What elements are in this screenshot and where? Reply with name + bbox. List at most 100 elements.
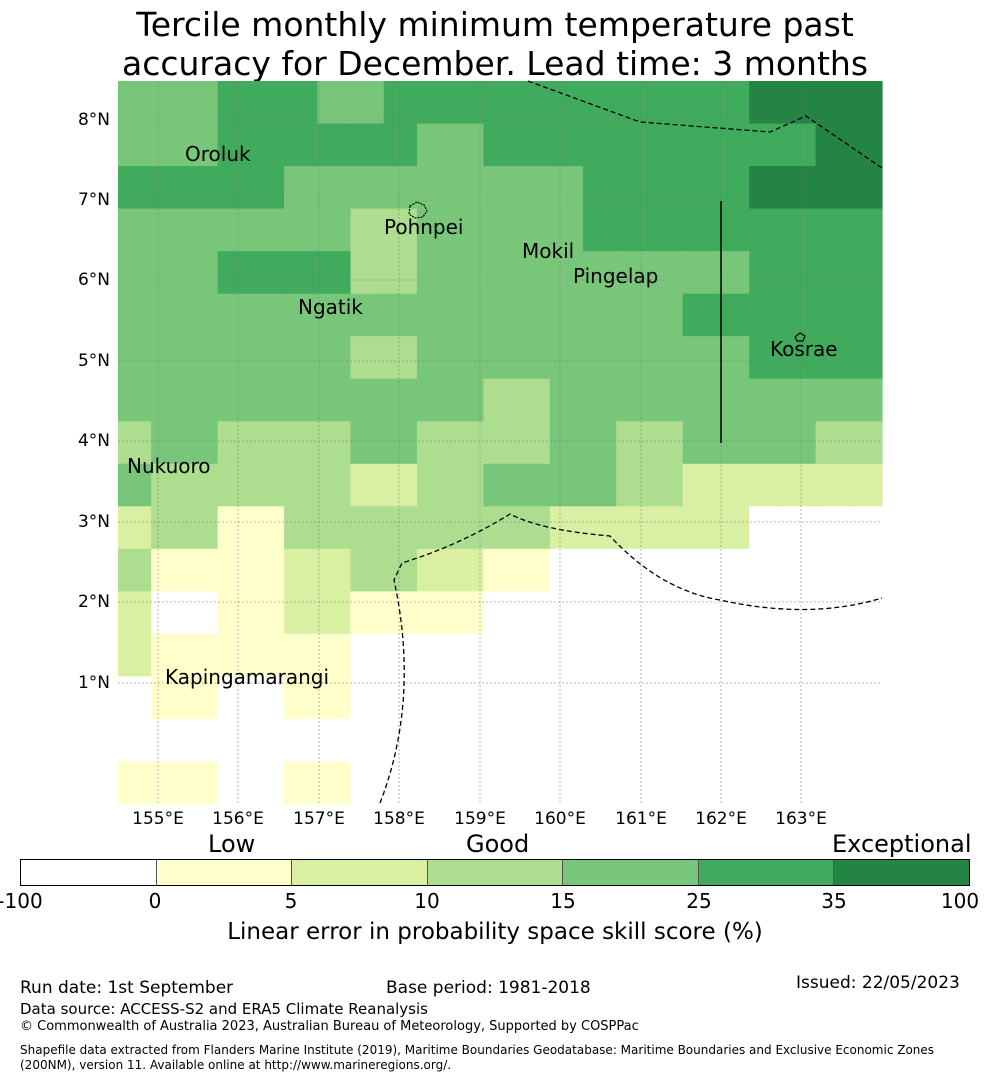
- skill-cell: [118, 166, 152, 210]
- skill-cell: [616, 336, 651, 380]
- skill-cell: [583, 548, 617, 592]
- skill-cell: [450, 293, 484, 337]
- skill-cell: [549, 123, 584, 167]
- skill-cell: [616, 676, 651, 720]
- skill-cell: [450, 718, 484, 763]
- skill-cell: [483, 166, 518, 210]
- skill-cell: [815, 421, 850, 465]
- skill-cell: [682, 166, 717, 210]
- skill-cell: [715, 506, 750, 550]
- skill-cell: [184, 251, 219, 295]
- skill-cell: [649, 761, 684, 805]
- skill-cell: [217, 378, 252, 422]
- skill-cell: [151, 81, 186, 125]
- skill-cell: [583, 166, 617, 210]
- skill-cell: [284, 591, 318, 635]
- skill-cell: [118, 676, 152, 720]
- skill-cell: [815, 123, 850, 167]
- skill-cell: [583, 633, 617, 678]
- skill-cell: [416, 761, 451, 805]
- skill-cell: [118, 463, 152, 507]
- skill-cell: [682, 506, 717, 550]
- lon-label-155e: 155°E: [132, 809, 184, 829]
- skill-cell: [848, 123, 883, 167]
- skill-cell: [682, 208, 717, 252]
- colorbar-category-good: Good: [466, 830, 530, 858]
- skill-cell: [118, 718, 152, 763]
- skill-cell: [284, 633, 318, 678]
- skill-cell: [682, 336, 717, 380]
- skill-cell: [184, 548, 219, 592]
- colorbar-segment: [427, 860, 564, 885]
- skill-cell: [317, 548, 352, 592]
- skill-cell: [848, 463, 883, 507]
- skill-cell: [184, 421, 219, 465]
- place-label-kapingamarangi: Kapingamarangi: [165, 665, 330, 689]
- skill-cell: [749, 761, 783, 805]
- skill-cell: [483, 633, 518, 678]
- colorbar: [20, 859, 970, 886]
- skill-cell: [682, 676, 717, 720]
- skill-cell: [118, 548, 152, 592]
- skill-cell: [516, 166, 551, 210]
- skill-cell: [416, 676, 451, 720]
- skill-cell: [549, 591, 584, 635]
- skill-cell: [682, 421, 717, 465]
- skill-cell: [682, 718, 717, 763]
- skill-cell: [782, 761, 817, 805]
- eez-boundary-south: [379, 513, 883, 804]
- skill-cell: [749, 506, 783, 550]
- skill-cell: [848, 81, 883, 125]
- skill-cell: [616, 718, 651, 763]
- skill-cell: [350, 506, 385, 550]
- skill-cell: [383, 421, 418, 465]
- skill-cell: [848, 633, 883, 678]
- skill-cell: [516, 718, 551, 763]
- skill-cell: [583, 718, 617, 763]
- skill-cell: [317, 591, 352, 635]
- skill-cell: [549, 463, 584, 507]
- skill-cell: [416, 293, 451, 337]
- skill-cell: [549, 506, 584, 550]
- skill-cell: [151, 676, 186, 720]
- skill-cell: [848, 293, 883, 337]
- skill-cell: [749, 123, 783, 167]
- skill-cell: [549, 718, 584, 763]
- skill-cell: [715, 718, 750, 763]
- skill-cell: [383, 336, 418, 380]
- skill-cell: [516, 421, 551, 465]
- lat-label-8n: 8°N: [77, 110, 110, 130]
- skill-cell: [649, 123, 684, 167]
- skill-cell: [782, 718, 817, 763]
- lon-label-160e: 160°E: [534, 809, 586, 829]
- place-label-nukuoro: Nukuoro: [127, 454, 211, 478]
- skill-cell: [549, 421, 584, 465]
- skill-cell: [649, 378, 684, 422]
- skill-cell: [118, 633, 152, 678]
- skill-cell: [815, 463, 850, 507]
- skill-cell: [284, 123, 318, 167]
- skill-cell: [416, 123, 451, 167]
- skill-cell: [151, 251, 186, 295]
- skill-cell: [616, 293, 651, 337]
- skill-cell: [450, 166, 484, 210]
- base-period: Base period: 1981-2018: [386, 978, 591, 998]
- skill-cell: [217, 123, 252, 167]
- skill-cell: [250, 81, 285, 125]
- skill-cell: [616, 761, 651, 805]
- lat-label-7n: 7°N: [77, 190, 110, 210]
- kosrae-island-outline: [794, 332, 806, 342]
- colorbar-tick-15: 15: [550, 889, 576, 913]
- skill-cell: [749, 81, 783, 125]
- skill-cell: [749, 463, 783, 507]
- skill-cell: [848, 378, 883, 422]
- skill-cell: [317, 506, 352, 550]
- skill-cell: [450, 378, 484, 422]
- skill-cell: [749, 591, 783, 635]
- skill-cell: [682, 463, 717, 507]
- skill-cell: [682, 81, 717, 125]
- skill-cell: [583, 293, 617, 337]
- lon-label-158e: 158°E: [373, 809, 425, 829]
- skill-cell: [383, 123, 418, 167]
- skill-map: [118, 80, 883, 805]
